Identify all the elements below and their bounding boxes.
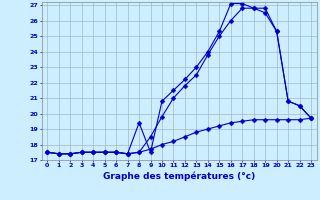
X-axis label: Graphe des températures (°c): Graphe des températures (°c) (103, 171, 255, 181)
